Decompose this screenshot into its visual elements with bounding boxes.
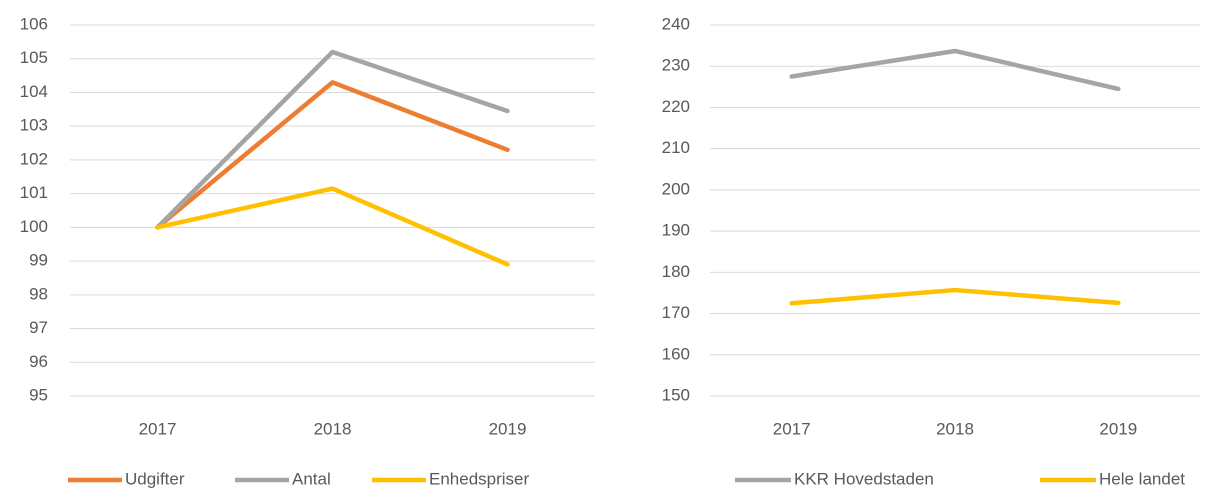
- y-tick-label: 106: [20, 14, 48, 33]
- x-tick-label: 2018: [314, 419, 352, 438]
- legend-label: Antal: [292, 469, 331, 488]
- y-tick-label: 190: [662, 221, 690, 240]
- y-tick-label: 160: [662, 344, 690, 363]
- y-tick-label: 105: [20, 48, 48, 67]
- y-tick-label: 97: [29, 318, 48, 337]
- y-tick-label: 230: [662, 56, 690, 75]
- y-tick-label: 100: [20, 217, 48, 236]
- legend-label: Udgifter: [125, 469, 185, 488]
- y-tick-label: 220: [662, 97, 690, 116]
- y-tick-label: 200: [662, 179, 690, 198]
- y-tick-label: 210: [662, 138, 690, 157]
- x-tick-label: 2019: [489, 419, 527, 438]
- y-tick-label: 99: [29, 251, 48, 270]
- y-tick-label: 98: [29, 284, 48, 303]
- y-tick-label: 170: [662, 303, 690, 322]
- legend-label: Enhedspriser: [429, 469, 530, 488]
- x-tick-label: 2018: [936, 419, 974, 438]
- series-line: [155, 186, 510, 267]
- y-tick-label: 102: [20, 149, 48, 168]
- x-tick-label: 2017: [773, 419, 811, 438]
- y-tick-label: 95: [29, 385, 48, 404]
- x-tick-label: 2017: [139, 419, 177, 438]
- x-tick-label: 2019: [1099, 419, 1137, 438]
- y-tick-label: 101: [20, 183, 48, 202]
- y-tick-label: 150: [662, 385, 690, 404]
- y-tick-label: 103: [20, 116, 48, 135]
- series-line: [789, 287, 1121, 306]
- y-tick-label: 240: [662, 14, 690, 33]
- series-line: [789, 48, 1121, 92]
- legend-label: Hele landet: [1099, 469, 1185, 488]
- y-tick-label: 180: [662, 262, 690, 281]
- legend-label: KKR Hovedstaden: [794, 469, 934, 488]
- series-line: [155, 49, 510, 230]
- y-tick-label: 96: [29, 352, 48, 371]
- series-line: [155, 80, 510, 230]
- y-tick-label: 104: [20, 82, 48, 101]
